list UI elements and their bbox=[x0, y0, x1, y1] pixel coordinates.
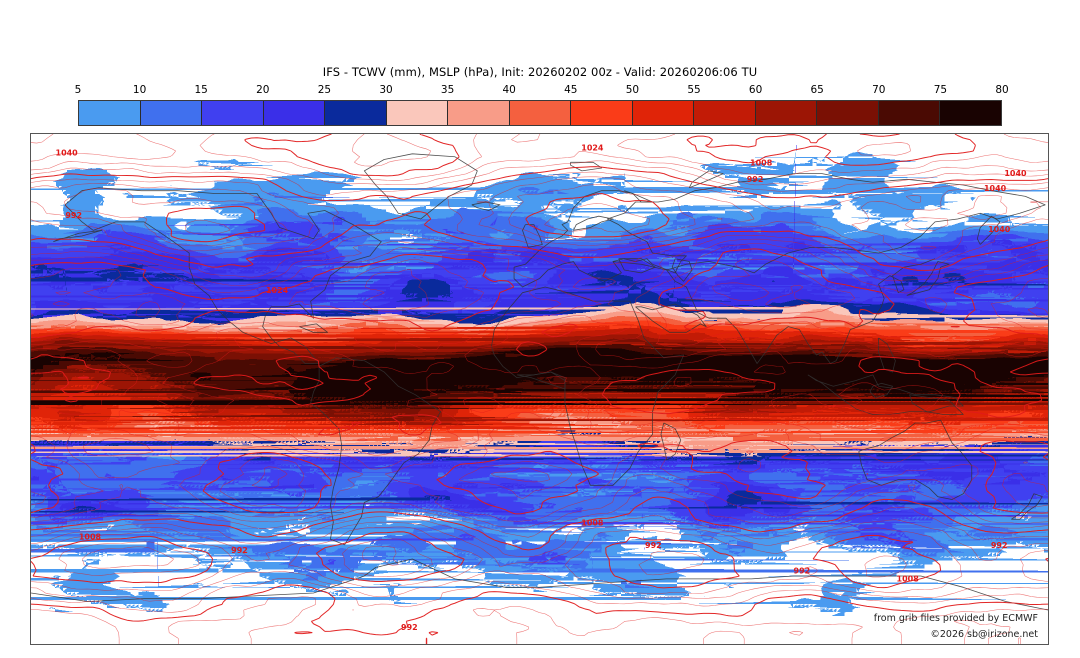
colorbar: 5 10 15 20 25 30 35 40 45 50 55 60 65 70 75 80 bbox=[78, 84, 1002, 128]
page-title: IFS - TCWV (mm), MSLP (hPa), Init: 20260… bbox=[0, 65, 1080, 79]
colorbar-tick-55: 55 bbox=[687, 84, 700, 96]
colorbar-tick-10: 10 bbox=[133, 84, 146, 96]
mslp-label-992-13: 992 bbox=[794, 567, 811, 576]
mslp-label-1040-0: 1040 bbox=[56, 148, 79, 157]
colorbar-tick-60: 60 bbox=[749, 84, 762, 96]
colorbar-band-75-80 bbox=[940, 101, 1001, 125]
colorbar-tick-80: 80 bbox=[995, 84, 1008, 96]
colorbar-tick-labels: 5 10 15 20 25 30 35 40 45 50 55 60 65 70 75 80 bbox=[78, 84, 1002, 100]
mslp-label-1008-11: 1008 bbox=[581, 519, 604, 528]
colorbar-tick-50: 50 bbox=[626, 84, 639, 96]
colorbar-tick-45: 45 bbox=[564, 84, 577, 96]
colorbar-tick-30: 30 bbox=[379, 84, 392, 96]
mslp-label-1040-5: 1040 bbox=[1004, 169, 1027, 178]
colorbar-tick-15: 15 bbox=[195, 84, 208, 96]
mslp-label-1040-6: 1040 bbox=[984, 184, 1007, 193]
data-source-credit: from grib files provided by ECMWF bbox=[874, 613, 1038, 624]
mslp-label-992-3: 992 bbox=[747, 175, 764, 184]
colorbar-tick-65: 65 bbox=[811, 84, 824, 96]
colorbar-tick-25: 25 bbox=[318, 84, 331, 96]
colorbar-band-25-30 bbox=[325, 101, 387, 125]
colorbar-swatches bbox=[78, 100, 1002, 126]
colorbar-band-45-50 bbox=[571, 101, 633, 125]
mslp-label-992-10: 992 bbox=[231, 546, 248, 555]
colorbar-band-20-25 bbox=[264, 101, 326, 125]
colorbar-band-35-40 bbox=[448, 101, 510, 125]
mslp-label-1024-8: 1024 bbox=[266, 286, 289, 295]
colorbar-band-55-60 bbox=[694, 101, 756, 125]
colorbar-band-10-15 bbox=[141, 101, 203, 125]
mslp-label-1008-2: 1008 bbox=[750, 159, 773, 168]
colorbar-band-5-10 bbox=[79, 101, 141, 125]
colorbar-band-15-20 bbox=[202, 101, 264, 125]
colorbar-tick-75: 75 bbox=[934, 84, 947, 96]
colorbar-tick-35: 35 bbox=[441, 84, 454, 96]
copyright-credit: ©2026 sb@irizone.net bbox=[930, 629, 1038, 640]
colorbar-band-60-65 bbox=[756, 101, 818, 125]
mslp-label-1008-9: 1008 bbox=[79, 532, 102, 541]
colorbar-band-65-70 bbox=[817, 101, 879, 125]
map-panel[interactable]: 1040 1024 1008 992 992 1040 1040 1040 1024 1008 99… bbox=[30, 133, 1049, 645]
colorbar-band-40-45 bbox=[510, 101, 572, 125]
colorbar-tick-40: 40 bbox=[503, 84, 516, 96]
colorbar-tick-5: 5 bbox=[75, 84, 82, 96]
colorbar-band-30-35 bbox=[387, 101, 449, 125]
mslp-label-992-15: 992 bbox=[991, 541, 1008, 550]
map-canvas: 1040 1024 1008 992 992 1040 1040 1040 1024 1008 99… bbox=[31, 134, 1048, 644]
mslp-label-1040-7: 1040 bbox=[988, 225, 1011, 234]
mslp-label-1024-1: 1024 bbox=[581, 143, 604, 152]
colorbar-band-70-75 bbox=[879, 101, 941, 125]
mslp-label-992-4: 992 bbox=[65, 211, 82, 220]
colorbar-band-50-55 bbox=[633, 101, 695, 125]
mslp-label-1008-16: 1008 bbox=[897, 575, 920, 584]
mslp-label-992-12: 992 bbox=[645, 541, 662, 550]
mslp-label-992-14: 992 bbox=[401, 623, 418, 632]
colorbar-tick-20: 20 bbox=[256, 84, 269, 96]
colorbar-tick-70: 70 bbox=[872, 84, 885, 96]
